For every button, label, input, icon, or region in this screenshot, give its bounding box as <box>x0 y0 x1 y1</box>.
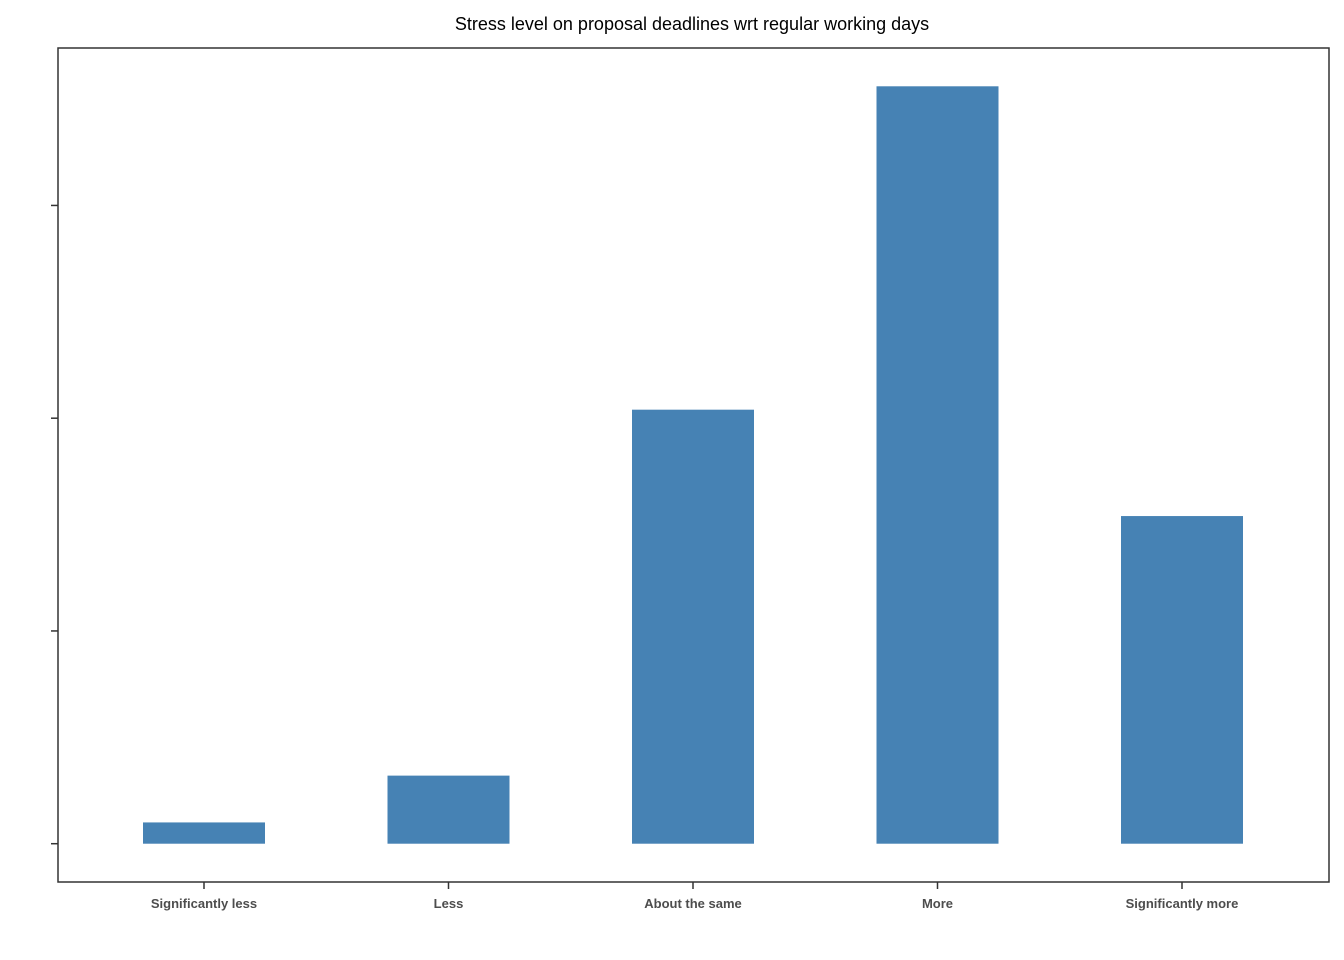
chart-title: Stress level on proposal deadlines wrt r… <box>455 14 929 34</box>
x-tick-label: Significantly more <box>1126 896 1239 911</box>
bar <box>387 775 510 844</box>
x-tick-label: Less <box>434 896 464 911</box>
bar-series <box>143 86 1243 844</box>
x-tick-label: More <box>922 896 953 911</box>
x-tick-label: About the same <box>644 896 742 911</box>
bar <box>632 409 754 844</box>
x-axis-ticks <box>203 882 1183 889</box>
bar <box>1121 516 1243 844</box>
bar <box>876 86 999 844</box>
x-axis-tick-labels: Significantly less Less About the same More… <box>151 896 1238 911</box>
y-axis-ticks <box>51 204 58 845</box>
bar <box>143 822 265 844</box>
x-tick-label: Significantly less <box>151 896 257 911</box>
